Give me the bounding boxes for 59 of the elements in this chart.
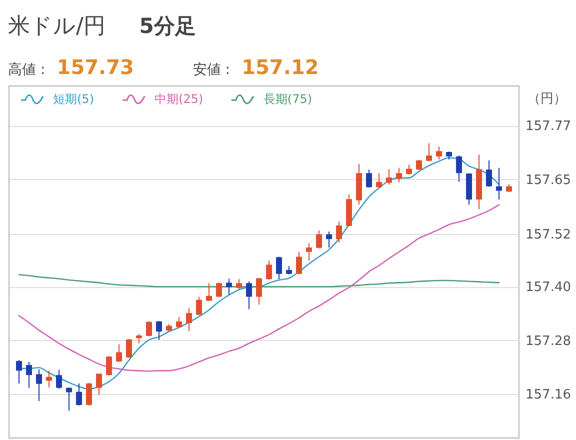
candlestick: [336, 221, 342, 244]
candlestick: [456, 155, 462, 182]
candlestick: [246, 280, 252, 310]
candlestick: [256, 277, 262, 306]
candlestick: [266, 260, 272, 280]
y-tick-label: 157.77: [526, 119, 571, 134]
candlestick: [146, 320, 152, 337]
text: 157.12: [242, 55, 319, 79]
candlestick: [276, 256, 282, 280]
candlestick: [156, 320, 162, 340]
candlestick: [426, 142, 432, 162]
y-tick-label: 157.40: [526, 280, 571, 296]
candlestick: [76, 382, 82, 406]
candlestick: [116, 344, 122, 362]
y-tick-label: 157.16: [526, 388, 571, 402]
chart-title: 米ドル/円: [8, 14, 106, 39]
candlestick: [136, 334, 142, 344]
candlestick: [316, 230, 322, 249]
candlestick: [106, 356, 112, 376]
candlestick: [206, 282, 212, 302]
candlestick: [236, 278, 242, 290]
candlestick: [396, 167, 402, 183]
candlestick: [496, 167, 502, 200]
candlestick: [186, 308, 192, 332]
y-tick-label: 157.52: [526, 227, 571, 242]
line-series: [18, 204, 500, 372]
candlestick: [126, 338, 132, 358]
candlestick: [306, 242, 312, 262]
candlestick: [386, 168, 392, 186]
legend-label: 中期(25): [154, 92, 204, 106]
candlestick: [16, 360, 22, 384]
chart-subtitle: 5分足: [139, 14, 196, 38]
text: 安値 :: [192, 62, 230, 78]
legend-label: 短期(5): [53, 92, 94, 106]
candlestick: [176, 316, 182, 328]
y-axis-title: （円）: [528, 92, 566, 106]
y-tick-label: 157.65: [526, 172, 571, 188]
candlestick: [436, 146, 442, 160]
legend-label: 長期(75): [263, 92, 312, 106]
candlestick: [406, 164, 412, 175]
candlestick: [216, 282, 222, 298]
text: 高値 :: [8, 62, 46, 78]
y-tick-label: 157.28: [526, 334, 571, 349]
candlestick: [86, 382, 92, 406]
candlestick: [366, 169, 372, 188]
candlestick: [486, 160, 492, 188]
candlestick: [66, 386, 72, 412]
candlestick: [56, 369, 62, 390]
candlestick: [416, 159, 422, 171]
candlestick: [96, 372, 102, 396]
candlestick: [196, 296, 202, 316]
candlestick: [36, 368, 42, 402]
candlestick: [226, 278, 232, 296]
candlestick: [46, 370, 52, 388]
candlestick: [296, 251, 302, 275]
text: 157.73: [56, 55, 134, 79]
candlestick: [26, 361, 32, 388]
candlestick: [376, 172, 382, 188]
candlestick: [326, 231, 332, 248]
